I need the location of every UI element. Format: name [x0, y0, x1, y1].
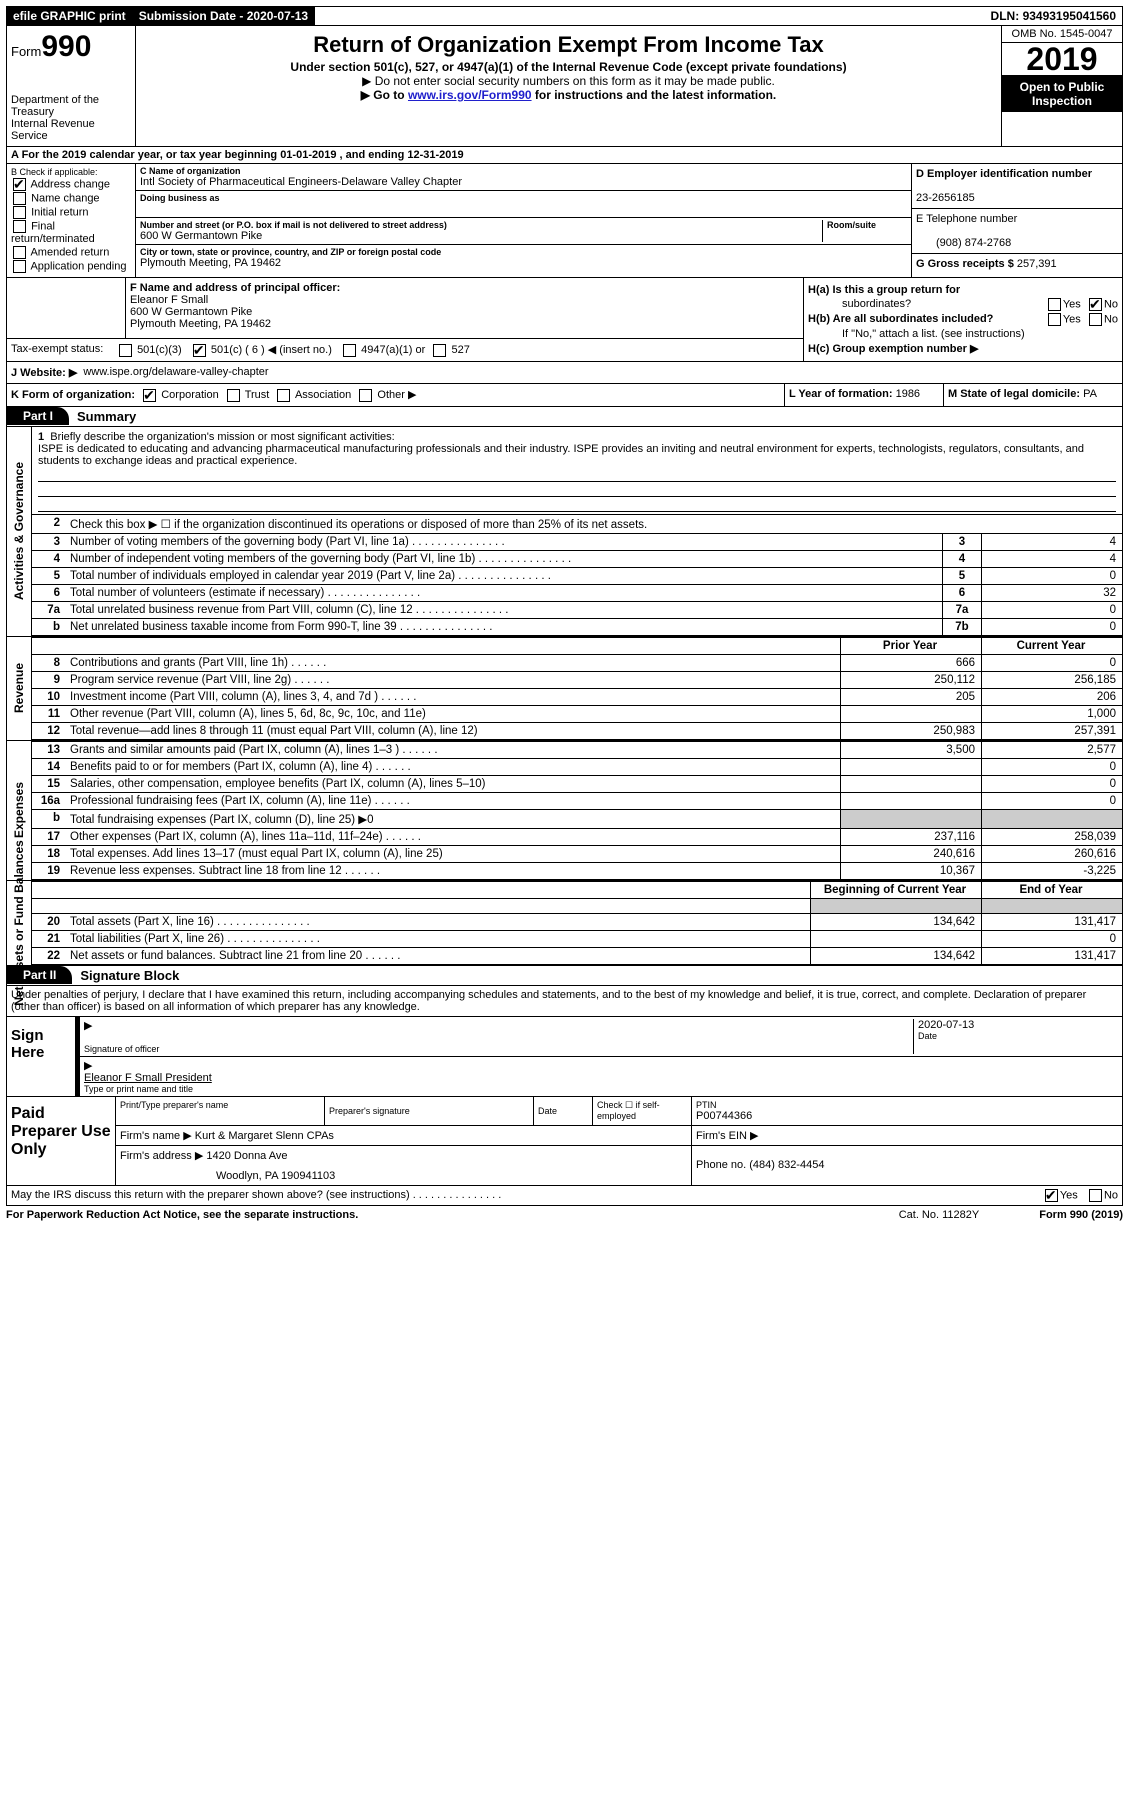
principal-officer: F Name and address of principal officer:… [126, 278, 803, 338]
mission-block: 1 Briefly describe the organization's mi… [32, 427, 1122, 514]
org-name-cell: C Name of organization Intl Society of P… [136, 164, 911, 191]
col-c-name-address: C Name of organization Intl Society of P… [136, 164, 911, 277]
row-j-website: J Website: ▶ www.ispe.org/delaware-valle… [6, 362, 1123, 384]
mission-text: ISPE is dedicated to educating and advan… [38, 443, 1084, 467]
dept-treasury: Department of the Treasury Internal Reve… [11, 94, 131, 142]
cb-address-change[interactable]: Address change [11, 178, 131, 191]
paperwork-notice: For Paperwork Reduction Act Notice, see … [6, 1209, 358, 1221]
cb-501c3[interactable] [119, 344, 132, 357]
col-d-ein: D Employer identification number 23-2656… [911, 164, 1122, 277]
subtitle-1: Under section 501(c), 527, or 4947(a)(1)… [142, 60, 995, 74]
m-state: M State of legal domicile: PA [943, 384, 1122, 406]
section-netassets: Net Assets or Fund Balances Beginning of… [6, 881, 1123, 966]
header-mid: Return of Organization Exempt From Incom… [136, 26, 1001, 146]
row-a-taxyear: A For the 2019 calendar year, or tax yea… [6, 147, 1123, 164]
section-ag: Activities & Governance 1 Briefly descri… [6, 427, 1123, 637]
cb-ha-yes[interactable] [1048, 298, 1061, 311]
section-expenses: Expenses 13Grants and similar amounts pa… [6, 741, 1123, 881]
form-footer: Form 990 (2019) [1039, 1209, 1123, 1221]
hc-line: H(c) Group exemption number ▶ [808, 342, 1118, 355]
form-number: Form990 [11, 30, 131, 64]
preparer-block: Paid Preparer Use Only Print/Type prepar… [6, 1097, 1123, 1186]
cb-trust[interactable] [227, 389, 240, 402]
sign-here-label: Sign Here [7, 1017, 76, 1096]
phone-cell: E Telephone number (908) 874-2768 [912, 209, 1122, 254]
header-right: OMB No. 1545-0047 2019 Open to Public In… [1001, 26, 1122, 146]
cb-hb-no[interactable] [1089, 313, 1102, 326]
part2-header: Part II Signature Block [6, 966, 1123, 986]
header-left: Form990 Department of the Treasury Inter… [7, 26, 136, 146]
street-cell: Number and street (or P.O. box if mail i… [136, 218, 911, 245]
cb-app-pending[interactable]: Application pending [11, 260, 131, 273]
cb-other[interactable] [359, 389, 372, 402]
cb-discuss-yes[interactable] [1045, 1189, 1058, 1202]
tax-exempt-label: Tax-exempt status: [11, 343, 117, 357]
ein-cell: D Employer identification number 23-2656… [912, 164, 1122, 209]
cb-corp[interactable] [143, 389, 156, 402]
subtitle-3: ▶ Go to www.irs.gov/Form990 for instruct… [142, 88, 995, 102]
ha-line: H(a) Is this a group return for [808, 284, 1118, 296]
cb-ha-no[interactable] [1089, 298, 1102, 311]
hb-line: H(b) Are all subordinates included? Yes … [808, 313, 1118, 326]
part2-title: Signature Block [72, 966, 187, 985]
cb-4947a1[interactable] [343, 344, 356, 357]
side-revenue: Revenue [7, 637, 32, 740]
perjury-statement: Under penalties of perjury, I declare th… [6, 986, 1123, 1017]
efile-button[interactable]: efile GRAPHIC print [7, 7, 133, 25]
col-h-group: H(a) Is this a group return for subordin… [804, 278, 1122, 361]
block-bcd: B Check if applicable: Address change Na… [6, 164, 1123, 278]
tax-year: 2019 [1002, 43, 1122, 75]
open-inspection: Open to Public Inspection [1002, 75, 1122, 112]
form-header: Form990 Department of the Treasury Inter… [6, 26, 1123, 147]
submission-date-cell: Submission Date - 2020-07-13 [133, 7, 315, 25]
gross-receipts-cell: G Gross receipts $ 257,391 [912, 254, 1122, 277]
row-klm: K Form of organization: Corporation Trus… [6, 384, 1123, 407]
cb-name-change[interactable]: Name change [11, 192, 131, 205]
dln-cell: DLN: 93493195041560 [985, 7, 1122, 25]
top-bar: efile GRAPHIC print Submission Date - 20… [6, 6, 1123, 26]
k-form-org: K Form of organization: Corporation Trus… [7, 384, 784, 406]
cb-assoc[interactable] [277, 389, 290, 402]
expenses-table: 13Grants and similar amounts paid (Part … [32, 741, 1122, 880]
sign-block: Sign Here Signature of officer 2020-07-1… [6, 1017, 1123, 1097]
subtitle-2: ▶ Do not enter social security numbers o… [142, 74, 995, 88]
ag-table: 2Check this box ▶ ☐ if the organization … [32, 514, 1122, 636]
discuss-row: May the IRS discuss this return with the… [6, 1186, 1123, 1206]
cb-final-return[interactable]: Final return/terminated [11, 220, 131, 245]
cb-527[interactable] [433, 344, 446, 357]
cb-discuss-no[interactable] [1089, 1189, 1102, 1202]
side-ag: Activities & Governance [7, 427, 32, 636]
col-b-checkboxes: B Check if applicable: Address change Na… [7, 164, 136, 277]
efile-label: efile GRAPHIC print [13, 9, 126, 23]
irs-link[interactable]: www.irs.gov/Form990 [408, 88, 532, 102]
revenue-table: Prior YearCurrent Year 8Contributions an… [32, 637, 1122, 740]
cb-initial-return[interactable]: Initial return [11, 206, 131, 219]
part1-title: Summary [69, 407, 144, 426]
cb-501c[interactable] [193, 344, 206, 357]
city-cell: City or town, state or province, country… [136, 245, 911, 271]
section-revenue: Revenue Prior YearCurrent Year 8Contribu… [6, 637, 1123, 741]
dba-cell: Doing business as [136, 191, 911, 218]
website-value: www.ispe.org/delaware-valley-chapter [83, 366, 268, 379]
form-title: Return of Organization Exempt From Incom… [142, 32, 995, 58]
cat-no: Cat. No. 11282Y [899, 1209, 980, 1221]
l-year-formation: L Year of formation: 1986 [784, 384, 943, 406]
paid-preparer-label: Paid Preparer Use Only [7, 1097, 116, 1185]
cb-amended-return[interactable]: Amended return [11, 246, 131, 259]
part1-header: Part I Summary [6, 407, 1123, 427]
cb-hb-yes[interactable] [1048, 313, 1061, 326]
footer-row: For Paperwork Reduction Act Notice, see … [6, 1206, 1123, 1224]
part1-tab: Part I [7, 407, 69, 425]
preparer-table: Print/Type preparer's name Preparer's si… [116, 1097, 1122, 1185]
block-fh: F Name and address of principal officer:… [6, 278, 1123, 362]
side-netassets: Net Assets or Fund Balances [7, 881, 32, 965]
netassets-table: Beginning of Current YearEnd of Year 20T… [32, 881, 1122, 965]
col-f: F Name and address of principal officer:… [7, 278, 804, 361]
